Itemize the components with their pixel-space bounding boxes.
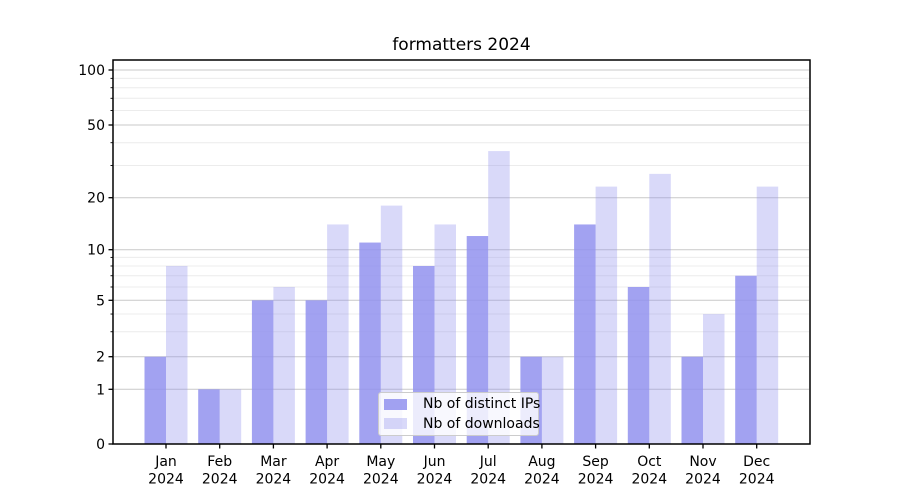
plot-border — [112, 59, 811, 445]
y-tick-label-0: 0 — [96, 437, 105, 453]
y-tick-label-20: 20 — [87, 191, 105, 207]
y-tick-label-5: 5 — [96, 293, 105, 309]
x-tick-label-jan: Jan 2024 — [148, 454, 184, 488]
bar-downloads-jun — [434, 224, 456, 444]
legend-label-distinct-ips: Nb of distinct IPs — [423, 396, 541, 413]
bar-downloads-sep — [595, 186, 618, 444]
x-tick-label-feb: Feb 2024 — [202, 454, 238, 488]
legend-item-downloads: Nb of downloads — [384, 415, 540, 432]
x-tick-label-jun: Jun 2024 — [417, 454, 453, 488]
x-tick-label-jul: Jul 2024 — [470, 454, 506, 488]
bar-distinct-ips-mar — [251, 300, 274, 444]
bar-distinct-ips-feb — [198, 389, 220, 444]
x-tick-label-apr: Apr 2024 — [309, 454, 345, 488]
y-tick-label-100: 100 — [78, 63, 105, 79]
y-tick-label-1: 1 — [96, 382, 105, 398]
x-tick-label-oct: Oct 2024 — [631, 454, 667, 488]
bar-downloads-nov — [703, 314, 725, 444]
bar-downloads-apr — [327, 224, 349, 444]
bar-distinct-ips-apr — [305, 300, 328, 444]
bar-downloads-aug — [541, 356, 564, 444]
bar-downloads-jul — [488, 151, 510, 445]
y-tick-label-10: 10 — [87, 243, 105, 259]
legend: Nb of distinct IPs Nb of downloads — [378, 392, 541, 436]
x-tick-label-mar: Mar 2024 — [256, 454, 292, 488]
bar-downloads-feb — [219, 389, 242, 444]
bar-downloads-jan — [166, 265, 188, 444]
x-tick-label-dec: Dec 2024 — [739, 454, 775, 488]
x-tick-label-may: May 2024 — [363, 454, 399, 488]
bar-distinct-ips-nov — [681, 356, 703, 444]
bar-distinct-ips-sep — [574, 224, 596, 444]
bar-distinct-ips-jan — [144, 356, 166, 444]
legend-swatch-downloads — [384, 418, 407, 430]
x-tick-label-sep: Sep 2024 — [578, 454, 614, 488]
x-tick-label-aug: Aug 2024 — [524, 454, 560, 488]
bar-distinct-ips-oct — [627, 286, 650, 444]
legend-swatch-distinct-ips — [384, 398, 407, 410]
bar-downloads-mar — [273, 286, 295, 444]
bar-distinct-ips-dec — [735, 275, 757, 444]
chart-title: formatters 2024 — [392, 35, 531, 55]
y-tick-label-50: 50 — [87, 118, 105, 134]
bar-downloads-oct — [649, 173, 671, 444]
x-tick-label-nov: Nov 2024 — [685, 454, 721, 488]
legend-item-distinct-ips: Nb of distinct IPs — [384, 396, 541, 413]
bar-downloads-dec — [756, 186, 779, 444]
bar-downloads-may — [380, 205, 403, 444]
bar-distinct-ips-may — [359, 242, 381, 444]
y-tick-label-2: 2 — [96, 350, 105, 366]
legend-label-downloads: Nb of downloads — [423, 415, 540, 432]
